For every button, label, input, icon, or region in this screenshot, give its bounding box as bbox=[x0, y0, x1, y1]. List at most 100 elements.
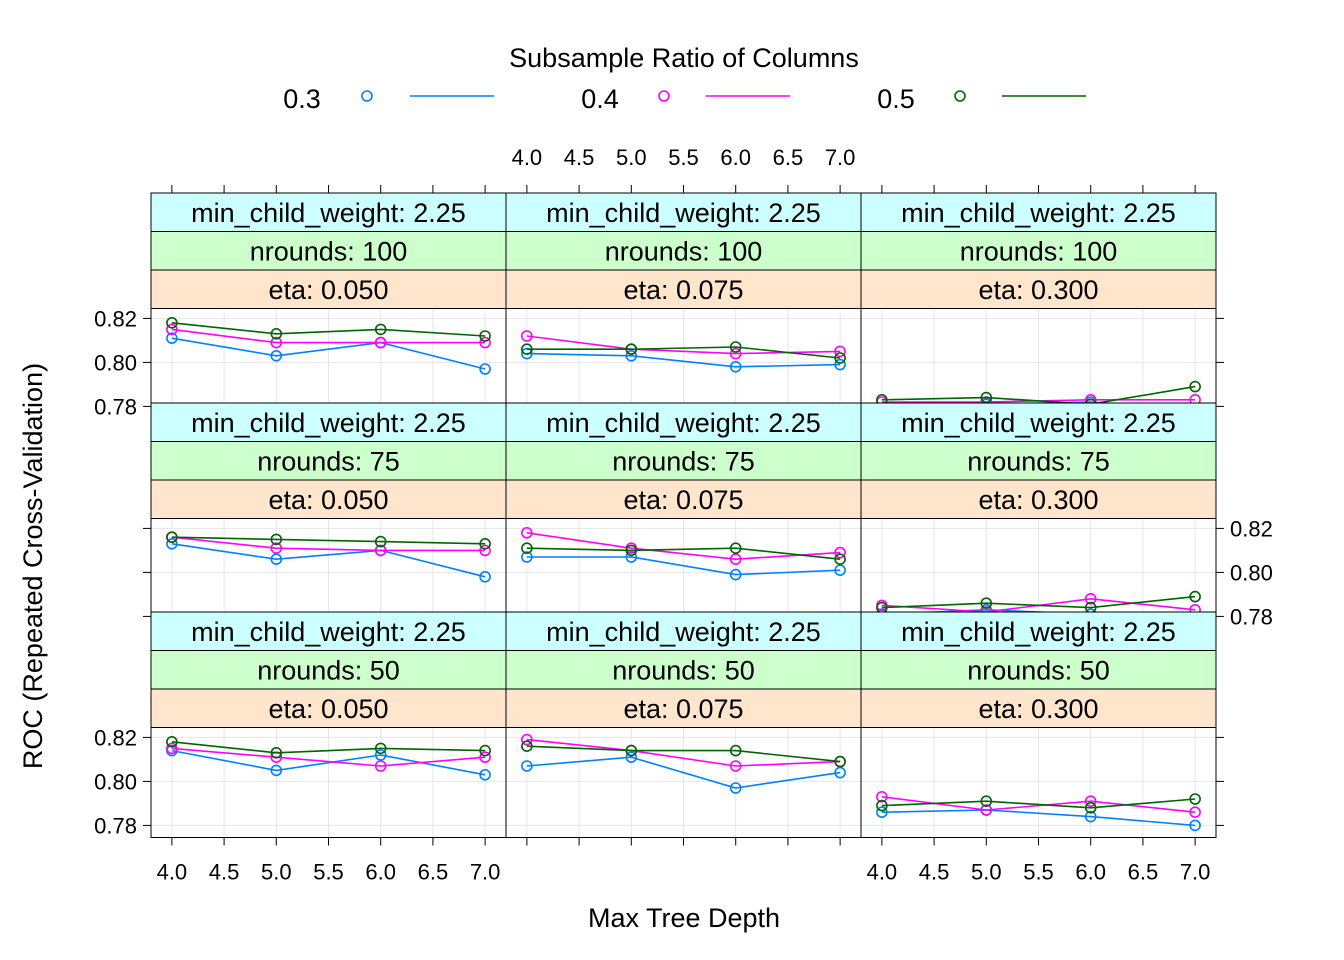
data-point bbox=[479, 537, 491, 550]
data-point bbox=[166, 332, 178, 345]
data-point bbox=[166, 735, 178, 748]
x-tick-label: 6.5 bbox=[773, 145, 804, 170]
data-point bbox=[166, 531, 178, 544]
strip-nrounds bbox=[505, 650, 862, 690]
strip-label: min_child_weight: 2.25 bbox=[546, 198, 821, 228]
data-point bbox=[1189, 793, 1201, 805]
strip-label: min_child_weight: 2.25 bbox=[901, 408, 1176, 438]
strip-eta bbox=[150, 269, 507, 309]
strip-nrounds bbox=[860, 441, 1217, 481]
series-line-0.4 bbox=[526, 532, 841, 561]
x-tick-label: 4.5 bbox=[919, 860, 950, 885]
data-point bbox=[166, 537, 178, 550]
x-tick-label: 6.5 bbox=[418, 860, 449, 885]
panel: min_child_weight: 2.25 nrounds: 50 eta: 0.… bbox=[505, 611, 862, 838]
data-point bbox=[625, 751, 638, 764]
x-tick-label: 5.5 bbox=[313, 860, 344, 885]
data-point bbox=[729, 347, 742, 360]
y-tick-label: 0.82 bbox=[94, 306, 137, 331]
legend-title: Subsample Ratio of Columns bbox=[509, 43, 859, 73]
strip-nrounds bbox=[505, 441, 862, 481]
panel: min_child_weight: 2.25 nrounds: 100 eta: 0… bbox=[505, 192, 862, 419]
legend-marker-0.5 bbox=[954, 90, 966, 102]
data-point bbox=[729, 760, 742, 772]
series-line-0.3 bbox=[171, 337, 486, 370]
series-line-0.3 bbox=[171, 749, 486, 776]
data-point bbox=[270, 764, 283, 777]
data-point bbox=[834, 564, 846, 577]
data-point bbox=[729, 553, 742, 566]
data-point bbox=[270, 327, 283, 340]
strip-min-child-weight bbox=[860, 402, 1217, 442]
data-point bbox=[729, 360, 742, 373]
x-axis-label: Max Tree Depth bbox=[588, 903, 780, 933]
data-point bbox=[729, 568, 742, 581]
strip-label: eta: 0.075 bbox=[623, 694, 743, 724]
series-line-0.3 bbox=[526, 556, 841, 576]
data-point bbox=[521, 760, 533, 772]
data-point bbox=[1084, 795, 1097, 808]
data-point bbox=[479, 336, 491, 349]
strip-label: nrounds: 50 bbox=[612, 656, 755, 686]
x-tick-label: 6.5 bbox=[1128, 860, 1159, 885]
data-point bbox=[1189, 380, 1201, 393]
data-point bbox=[876, 799, 888, 812]
series-line-0.3 bbox=[881, 809, 1196, 827]
data-point bbox=[479, 570, 491, 583]
strip-nrounds bbox=[860, 231, 1217, 271]
data-point bbox=[834, 352, 846, 364]
strip-label: min_child_weight: 2.25 bbox=[546, 408, 821, 438]
data-point bbox=[166, 316, 178, 329]
data-point bbox=[479, 751, 491, 764]
strip-eta bbox=[150, 688, 507, 728]
strip-label: nrounds: 75 bbox=[967, 447, 1110, 477]
series-line-0.5 bbox=[881, 595, 1196, 609]
x-tick-label: 7.0 bbox=[470, 860, 501, 885]
panel: min_child_weight: 2.25 nrounds: 75 eta: 0.… bbox=[505, 402, 862, 629]
data-point bbox=[479, 544, 491, 557]
strip-label: nrounds: 100 bbox=[605, 237, 763, 267]
panel: min_child_weight: 2.25 nrounds: 50 eta: 0.… bbox=[860, 611, 1217, 838]
data-point bbox=[270, 553, 283, 566]
x-tick-label: 4.5 bbox=[209, 860, 240, 885]
data-point bbox=[729, 782, 742, 794]
strip-eta bbox=[505, 479, 862, 519]
data-point bbox=[1084, 801, 1097, 814]
series-line-0.3 bbox=[171, 543, 486, 578]
data-point bbox=[521, 347, 533, 360]
strip-label: nrounds: 75 bbox=[257, 447, 400, 477]
data-point bbox=[625, 744, 638, 757]
y-tick-label: 0.82 bbox=[94, 725, 137, 750]
data-point bbox=[980, 597, 993, 610]
data-point bbox=[270, 746, 283, 759]
x-tick-label: 4.0 bbox=[157, 860, 188, 885]
data-point bbox=[834, 755, 846, 768]
data-point bbox=[166, 323, 178, 336]
data-point bbox=[1189, 590, 1201, 603]
x-tick-label: 4.5 bbox=[564, 145, 595, 170]
data-point bbox=[1084, 810, 1097, 823]
strip-label: nrounds: 50 bbox=[257, 656, 400, 686]
series-line-0.5 bbox=[171, 322, 486, 337]
x-tick-label: 5.5 bbox=[1023, 860, 1054, 885]
data-point bbox=[270, 349, 283, 362]
data-point bbox=[479, 363, 491, 375]
series-line-0.5 bbox=[171, 536, 486, 545]
strip-label: eta: 0.300 bbox=[978, 485, 1098, 515]
x-tick-label: 5.0 bbox=[616, 145, 647, 170]
legend-label-0.4: 0.4 bbox=[581, 84, 619, 114]
strip-min-child-weight bbox=[150, 402, 507, 442]
data-point bbox=[980, 804, 993, 816]
data-point bbox=[980, 795, 993, 808]
strip-nrounds bbox=[860, 650, 1217, 690]
x-tick-label: 6.0 bbox=[720, 145, 751, 170]
data-point bbox=[876, 806, 888, 819]
data-point bbox=[625, 544, 638, 557]
panel: min_child_weight: 2.25 nrounds: 100 eta: 0… bbox=[860, 192, 1217, 419]
strip-label: min_child_weight: 2.25 bbox=[191, 617, 466, 647]
legend-marker-0.4 bbox=[658, 90, 670, 102]
data-point bbox=[374, 742, 387, 755]
data-point bbox=[1189, 819, 1201, 832]
panel: min_child_weight: 2.25 nrounds: 75 eta: 0.… bbox=[860, 402, 1217, 629]
y-tick-label: 0.78 bbox=[94, 394, 137, 419]
